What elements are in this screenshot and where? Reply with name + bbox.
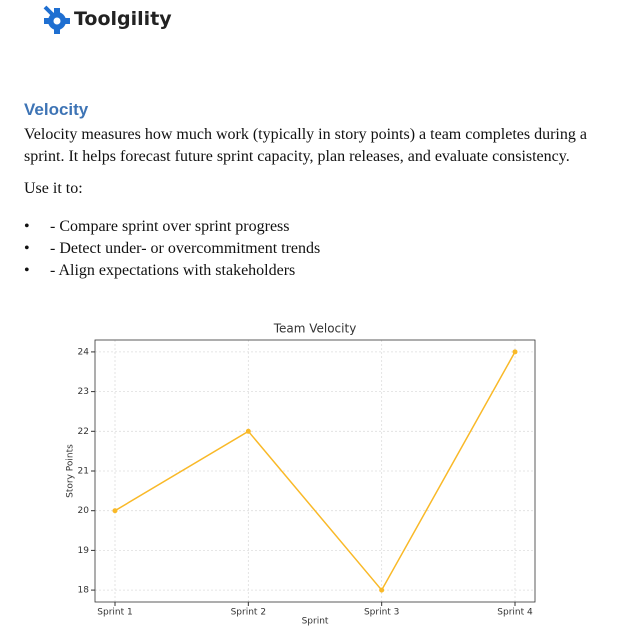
point	[112, 508, 118, 514]
y-tick-label: 23	[78, 387, 89, 397]
y-tick-label: 19	[78, 546, 90, 556]
point	[245, 428, 251, 434]
bullet: - Align expectations with stakeholders	[24, 260, 320, 282]
lead: Use it to:	[24, 180, 83, 197]
x-tick-label: Sprint 4	[497, 608, 533, 618]
y-axis-label: Story Points	[66, 444, 76, 498]
bullet-list: - Compare sprint over sprint progress - …	[24, 216, 320, 282]
y-tick-label: 24	[78, 347, 90, 357]
chart: Team Velocity Sprint Story Points 18 19 20…	[66, 322, 536, 627]
x-tick-label: Sprint 1	[97, 608, 132, 618]
y-tick-label: 20	[78, 506, 90, 516]
x-tick-label: Sprint 3	[364, 608, 399, 618]
bullet: - Compare sprint over sprint progress	[24, 216, 320, 238]
line	[114, 351, 516, 592]
plot-frame	[94, 339, 536, 603]
point	[379, 587, 385, 593]
bullet-text: - Align expectations with stakeholders	[50, 262, 296, 279]
logo: Toolgility	[42, 4, 172, 34]
bullet: - Detect under- or overcommitment trends	[24, 238, 320, 260]
x-tick-label: Sprint 2	[231, 608, 266, 618]
y-tick-label: 18	[78, 586, 90, 596]
bullet-text: - Detect under- or overcommitment trends	[50, 240, 321, 257]
chart-title: Team Velocity	[273, 322, 357, 336]
brand: Toolgility	[74, 8, 172, 30]
bullet-text: - Compare sprint over sprint progress	[50, 218, 290, 235]
y-tick-label: 22	[78, 427, 89, 437]
point	[512, 349, 518, 355]
logo-icon	[43, 5, 70, 34]
section-heading: Velocity	[24, 100, 89, 119]
paragraph: Velocity measures how much work (typical…	[24, 126, 587, 165]
x-axis-label: Sprint	[302, 617, 329, 627]
y-tick-label: 21	[78, 467, 89, 477]
